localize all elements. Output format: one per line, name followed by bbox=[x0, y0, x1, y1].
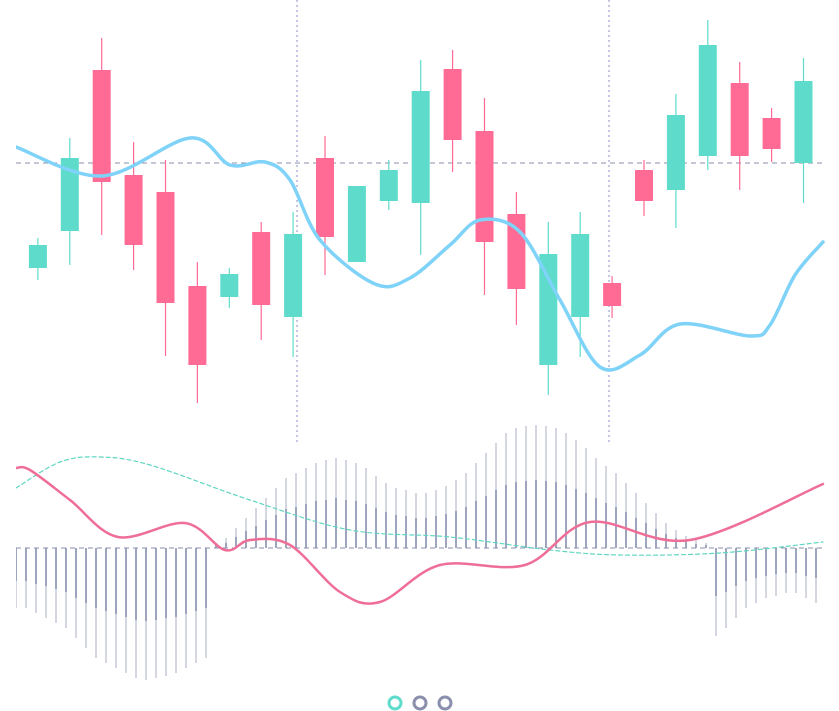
pagination bbox=[0, 690, 839, 711]
plot-area bbox=[0, 20, 825, 680]
candle-body bbox=[571, 234, 590, 317]
candle-body bbox=[156, 192, 175, 303]
candle-body bbox=[411, 91, 430, 203]
page-dot[interactable] bbox=[387, 695, 403, 711]
macd-line bbox=[16, 465, 825, 605]
page-dot[interactable] bbox=[437, 695, 453, 711]
signal-line bbox=[16, 456, 824, 556]
candle-body bbox=[124, 175, 143, 245]
candle-body bbox=[188, 286, 207, 365]
candle-body bbox=[0, 192, 15, 303]
candle-body bbox=[794, 81, 813, 163]
candle-body bbox=[635, 170, 653, 201]
candle-body bbox=[379, 170, 398, 201]
candle-body bbox=[730, 83, 749, 156]
candle-body bbox=[220, 274, 239, 297]
pagination-dots bbox=[387, 695, 453, 711]
page-dot[interactable] bbox=[412, 695, 428, 711]
candle-body bbox=[28, 245, 47, 268]
candle-body bbox=[316, 158, 334, 237]
candle-body bbox=[443, 69, 462, 140]
candle-body bbox=[762, 118, 781, 149]
candle-body bbox=[666, 115, 685, 190]
candle-body bbox=[284, 234, 303, 317]
candle-body bbox=[603, 283, 622, 306]
candle-body bbox=[92, 70, 111, 182]
moving-average bbox=[16, 136, 825, 372]
candle-body bbox=[347, 186, 366, 262]
candle-body bbox=[698, 45, 717, 156]
chart bbox=[0, 0, 825, 680]
candle-body bbox=[252, 232, 271, 305]
candle-body bbox=[475, 131, 494, 242]
candle-body bbox=[60, 158, 79, 231]
candle-body bbox=[539, 254, 558, 365]
